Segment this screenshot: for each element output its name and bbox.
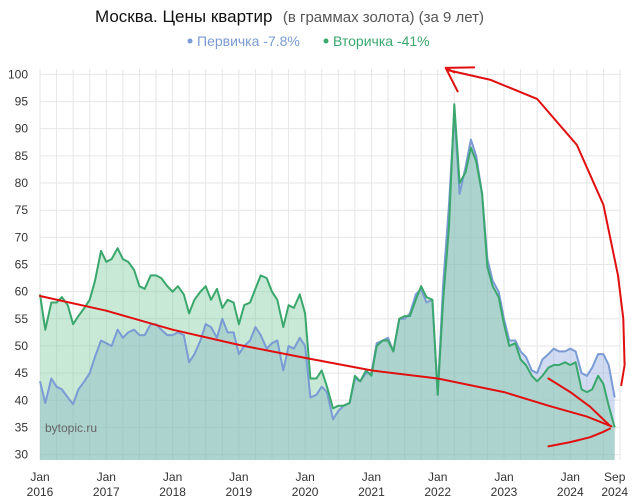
- series-line-1: [39, 103, 616, 428]
- x-tick-label: 2017: [93, 485, 120, 499]
- series-area-1: [40, 104, 615, 461]
- y-axis-ticks: 30 35 40 45 50 55 60 65 70 75 80 85 90 95 100: [8, 67, 28, 461]
- series-lines: [39, 103, 616, 428]
- x-tick-label: 2019: [226, 485, 253, 499]
- y-tick-label: 35: [15, 420, 29, 434]
- y-tick-label: 75: [15, 203, 29, 217]
- y-tick-label: 45: [15, 366, 29, 380]
- y-tick-label: 55: [15, 312, 29, 326]
- x-tick-label: 2020: [292, 485, 319, 499]
- x-tick-label: Jan: [229, 470, 248, 484]
- legend-primary-label: Первичка -7.8%: [197, 33, 300, 49]
- x-tick-label: Jan: [163, 470, 182, 484]
- legend: Первичка -7.8% Вторичка -41%: [187, 33, 430, 49]
- x-tick-label: Jan: [561, 470, 580, 484]
- annotations: [39, 66, 626, 448]
- chart-title-sub: (в граммах золота) (за 9 лет): [283, 9, 484, 26]
- x-tick-label: 2023: [491, 485, 518, 499]
- y-tick-label: 40: [15, 393, 29, 407]
- y-tick-label: 95: [15, 95, 29, 109]
- x-tick-label: 2018: [159, 485, 186, 499]
- x-tick-label: 2021: [358, 485, 385, 499]
- legend-secondary-marker: [323, 38, 329, 44]
- chart-title: Москва. Цены квартир (в граммах золота) …: [95, 7, 484, 26]
- x-tick-label: 2024: [557, 485, 584, 499]
- y-tick-label: 50: [15, 339, 29, 353]
- annotation-arrow: [547, 427, 612, 448]
- y-tick-label: 100: [8, 67, 28, 81]
- legend-secondary-label: Вторичка -41%: [333, 33, 430, 49]
- x-tick-label: Jan: [494, 470, 513, 484]
- chart-title-main: Москва. Цены квартир: [95, 7, 272, 26]
- y-tick-label: 80: [15, 176, 29, 190]
- x-tick-label: Jan: [428, 470, 447, 484]
- y-tick-label: 90: [15, 122, 29, 136]
- x-axis-ticks: Jan2016Jan2017Jan2018Jan2019Jan2020Jan20…: [27, 470, 629, 499]
- x-tick-label: Jan: [295, 470, 314, 484]
- x-tick-label: 2022: [424, 485, 451, 499]
- legend-primary-marker: [187, 38, 193, 44]
- x-tick-label: 2024: [601, 485, 628, 499]
- x-tick-label: Sep: [604, 470, 626, 484]
- y-tick-label: 65: [15, 258, 29, 272]
- x-tick-label: Jan: [97, 470, 116, 484]
- watermark: bytopic.ru: [45, 421, 97, 435]
- annotation-arrow: [547, 377, 612, 427]
- series-line-0: [39, 111, 616, 421]
- y-tick-label: 85: [15, 149, 29, 163]
- x-tick-label: Jan: [30, 470, 49, 484]
- x-tick-label: Jan: [362, 470, 381, 484]
- x-tick-label: 2016: [27, 485, 54, 499]
- y-tick-label: 30: [15, 448, 29, 462]
- y-tick-label: 70: [15, 230, 29, 244]
- annotation-trend-line: [39, 295, 613, 428]
- y-tick-label: 60: [15, 285, 29, 299]
- annotation-arrow: [444, 66, 626, 387]
- series-areas: [40, 104, 615, 461]
- series-area-0: [40, 112, 615, 461]
